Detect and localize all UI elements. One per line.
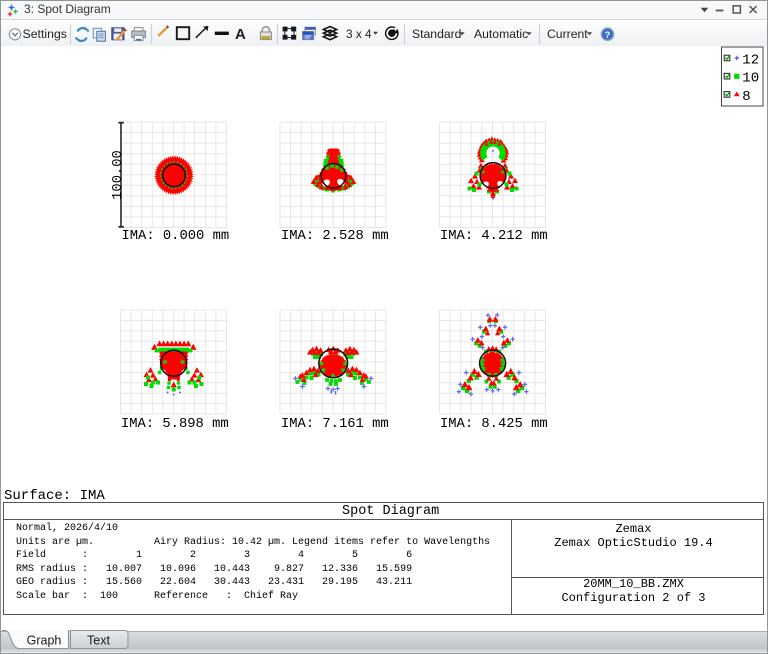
svg-text:Text: Text	[87, 634, 110, 648]
svg-text:IMA: 7.161 mm: IMA: 7.161 mm	[281, 417, 389, 432]
svg-text:100.00: 100.00	[111, 150, 126, 200]
svg-text:IMA: 8.425 mm: IMA: 8.425 mm	[440, 417, 548, 432]
svg-text:IMA: 5.898 mm: IMA: 5.898 mm	[121, 417, 229, 432]
svg-text:Graph: Graph	[27, 634, 62, 648]
svg-text:12: 12	[742, 53, 759, 69]
svg-text:8: 8	[742, 89, 750, 105]
svg-text:?: ?	[605, 30, 611, 40]
svg-text:IMA: 2.528 mm: IMA: 2.528 mm	[281, 229, 389, 244]
svg-text:10: 10	[742, 71, 759, 87]
svg-text:IMA: 0.000 mm: IMA: 0.000 mm	[122, 229, 230, 244]
svg-text:IMA: 4.212 mm: IMA: 4.212 mm	[440, 229, 548, 244]
